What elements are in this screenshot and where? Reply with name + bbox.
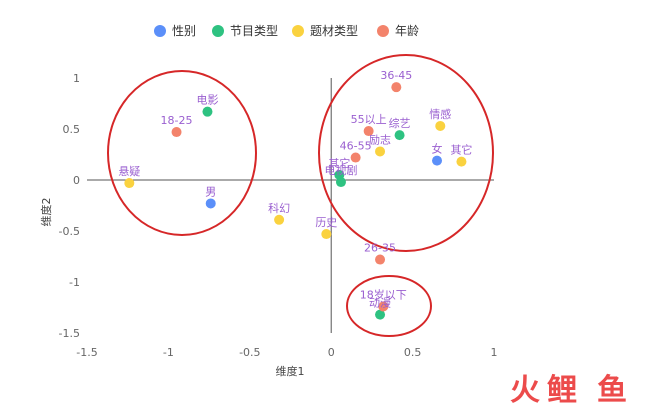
legend-label: 年龄 [395,24,419,38]
data-point [321,229,332,240]
data-point [274,214,285,225]
data-label: 55以上 [351,113,387,126]
legend-marker [377,25,389,37]
data-point [171,127,182,138]
legend-label: 题材类型 [310,24,358,38]
legend-label: 性别 [172,24,196,38]
data-point [205,198,216,209]
data-point [394,130,405,141]
axes: -1.5 -1 -0.5 0 0.5 1 -1.5 -1 -0.5 0 0.5 1 维度1 维度2 [39,72,498,378]
legend[interactable]: 性别 节目类型 题材类型 年龄 [154,24,419,38]
x-tick-label: 1 [491,346,498,359]
y-tick-label: 0 [73,174,80,187]
data-label: 综艺 [389,116,411,130]
data-point [335,177,346,188]
data-label: 电影 [196,94,218,107]
data-label: 26-35 [364,242,396,255]
data-point [363,126,374,137]
y-tick-label: -0.5 [59,225,80,238]
data-point [124,178,135,189]
x-axis-title: 维度1 [276,364,305,378]
legend-marker [154,25,166,37]
data-label: 其它 [328,156,350,170]
data-label: 动漫 [369,296,391,310]
annotation-ellipse [346,275,432,337]
data-label: 18-25 [161,114,193,127]
x-tick-label: -1 [163,346,174,359]
annotation-ellipse [107,70,257,236]
data-point [456,156,467,167]
legend-label: 节目类型 [230,24,278,38]
x-tick-label: 0 [328,346,335,359]
data-point [391,82,402,93]
x-tick-label: -1.5 [76,346,97,359]
legend-marker [292,25,304,37]
data-label: 悬疑 [118,165,140,178]
data-label: 女 [432,142,443,156]
data-point [435,120,446,131]
data-label: 18岁以下 [360,287,407,301]
data-point [378,301,389,312]
data-point [202,106,213,117]
data-point [350,152,361,163]
annotation-ellipses [107,54,494,337]
watermark-char: 鲤 [547,373,577,408]
data-label: 历史 [315,216,337,229]
data-label: 电视剧 [324,163,357,177]
watermark-logo: 火鲤鱼 [510,373,627,408]
y-tick-label: -1.5 [59,327,80,340]
watermark-char: 火 [510,373,540,408]
data-label: 科幻 [268,201,290,215]
legend-item[interactable]: 年龄 [377,24,419,38]
legend-marker [212,25,224,37]
y-axis-title: 维度2 [39,198,53,227]
legend-item[interactable]: 性别 [154,24,196,38]
data-label: 男 [205,185,216,198]
legend-item[interactable]: 节目类型 [212,24,278,38]
data-point [432,155,443,166]
data-points [124,82,467,320]
data-point [375,309,386,320]
data-point [375,146,386,157]
annotation-ellipse [318,54,494,252]
data-label: 情感 [429,108,451,121]
y-tick-label: -1 [69,276,80,289]
legend-item[interactable]: 题材类型 [292,24,358,38]
data-label: 励志 [369,133,391,146]
data-labels: 男女电影综艺其它电视剧动漫悬疑情感励志其它科幻历史18-2536-4555以上4… [118,69,472,309]
y-tick-label: 1 [73,72,80,85]
data-point [375,254,386,265]
data-label: 36-45 [380,69,412,82]
watermark-char: 鱼 [597,373,627,408]
data-label: 其它 [450,143,472,157]
x-tick-label: 0.5 [404,346,422,359]
y-tick-label: 0.5 [63,123,81,136]
x-tick-label: -0.5 [239,346,260,359]
data-label: 46-55 [340,140,372,153]
